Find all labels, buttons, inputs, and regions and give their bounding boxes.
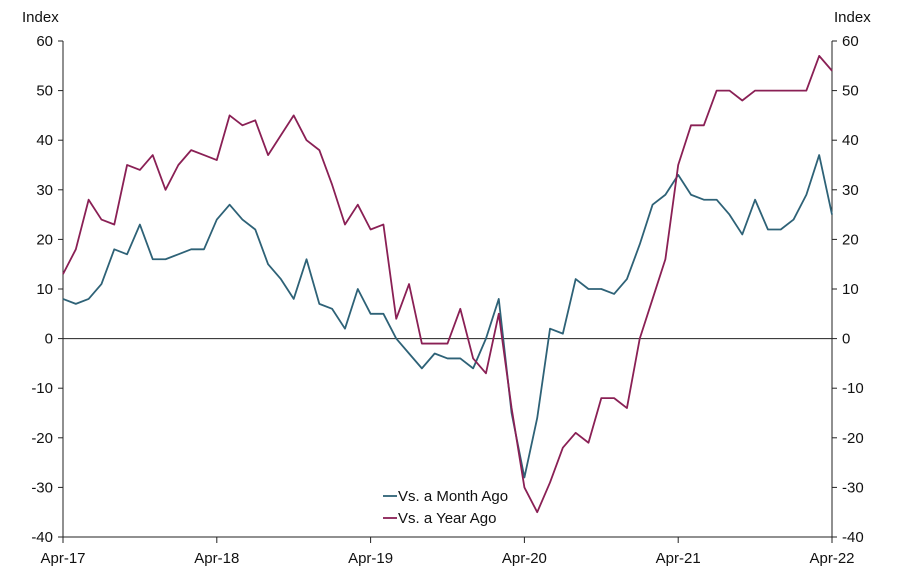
right-tick-label: 40 (842, 132, 859, 149)
left-tick-label: 40 (36, 132, 53, 149)
left-tick-label: 10 (36, 281, 53, 298)
series-line-year-ago (62, 54, 833, 514)
left-tick-label: -40 (31, 529, 53, 546)
left-axis-ticks: 60 50 40 30 20 10 0 -10 -20 -30 -40 (31, 33, 63, 546)
legend-label: Vs. a Month Ago (398, 488, 508, 505)
right-tick-label: -10 (842, 380, 864, 397)
left-tick-label: 20 (36, 231, 53, 248)
x-axis-ticks: Apr-17 Apr-18 Apr-19 Apr-20 Apr-21 Apr-22 (40, 537, 855, 567)
x-tick-label: Apr-20 (502, 550, 547, 567)
series-line-month-ago (62, 154, 833, 479)
series-layer (62, 54, 833, 514)
right-tick-label: -20 (842, 430, 864, 447)
right-tick-label: 30 (842, 182, 859, 199)
x-tick-label: Apr-22 (809, 550, 854, 567)
left-tick-label: -10 (31, 380, 53, 397)
plot-frame (62, 41, 833, 538)
x-tick-label: Apr-21 (656, 550, 701, 567)
right-tick-label: -30 (842, 479, 864, 496)
right-axis-ticks: 60 50 40 30 20 10 0 -10 -20 -30 -40 (832, 33, 864, 546)
right-tick-label: 50 (842, 83, 859, 100)
right-tick-label: 20 (842, 231, 859, 248)
left-tick-label: 30 (36, 182, 53, 199)
legend-label: Vs. a Year Ago (398, 510, 496, 527)
right-tick-label: 10 (842, 281, 859, 298)
left-tick-label: -20 (31, 430, 53, 447)
right-axis-label: Index (834, 9, 871, 26)
right-tick-label: 0 (842, 331, 850, 348)
left-tick-label: 50 (36, 83, 53, 100)
x-tick-label: Apr-18 (194, 550, 239, 567)
left-tick-label: 60 (36, 33, 53, 50)
x-tick-label: Apr-19 (348, 550, 393, 567)
legend: Vs. a Month Ago Vs. a Year Ago (383, 488, 508, 527)
right-tick-label: -40 (842, 529, 864, 546)
left-tick-label: -30 (31, 479, 53, 496)
right-tick-label: 60 (842, 33, 859, 50)
left-tick-label: 0 (45, 331, 53, 348)
x-tick-label: Apr-17 (40, 550, 85, 567)
left-axis-label: Index (22, 9, 59, 26)
